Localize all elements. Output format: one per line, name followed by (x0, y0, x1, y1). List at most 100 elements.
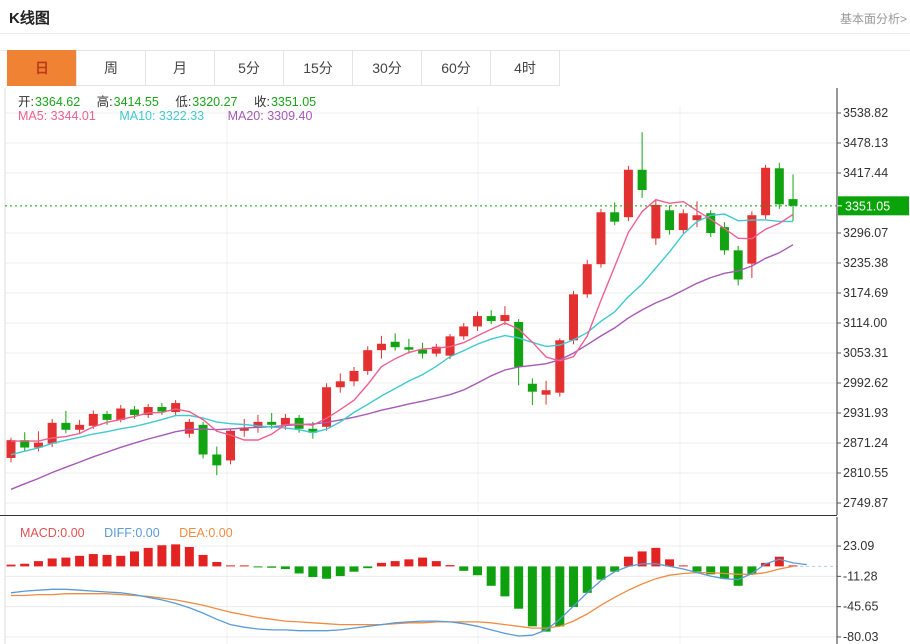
candle-body-up (376, 343, 386, 351)
price-tick-label: 3053.31 (843, 346, 888, 360)
candle-body-up (678, 213, 688, 231)
candle-body-up (184, 421, 194, 434)
price-tick-label: 3235.38 (843, 256, 888, 270)
candle-body-up (363, 350, 373, 371)
macd-tick-label: 23.09 (843, 539, 874, 553)
tab-interval-4[interactable]: 15分 (283, 50, 353, 86)
macd-bar-pos (404, 559, 414, 567)
macd-bar-pos (143, 547, 153, 567)
macd-bar-pos (226, 565, 236, 567)
tab-interval-5[interactable]: 30分 (352, 50, 422, 86)
candle-body-up (143, 407, 153, 415)
macd-bar-neg (500, 566, 510, 597)
macd-bar-pos (623, 556, 633, 567)
ma20-line (10, 244, 794, 490)
candle-body-down (637, 169, 647, 191)
macd-bar-neg (555, 566, 565, 627)
macd-bar-pos (788, 565, 798, 567)
candle-body-up (335, 381, 345, 388)
macd-bar-pos (239, 565, 249, 567)
current-price-tag-label: 3351.05 (845, 199, 890, 213)
macd-bar-neg (322, 566, 332, 579)
macd-bar-pos (418, 557, 428, 567)
candle-body-up (472, 316, 482, 327)
dea-line (11, 565, 794, 629)
macd-legend: MACD:0.00 DIFF:0.00 DEA:0.00 (20, 526, 233, 540)
macd-bar-pos (102, 554, 112, 567)
interval-tabbar: 日周月 5分 15分 30分 60分 4时 (7, 50, 560, 86)
current-price-tag (838, 196, 909, 216)
macd-bar-pos (637, 551, 647, 567)
candle-body-up (692, 215, 702, 221)
candle-body-down (610, 212, 620, 222)
close-quote: 收:3351.05 (253, 95, 317, 109)
candle-body-down (212, 454, 222, 466)
macd-value-label: MACD:0.00 (20, 526, 85, 540)
macd-bar-neg (596, 566, 606, 580)
price-tick-label: 3417.44 (843, 166, 888, 180)
macd-bar-neg (335, 566, 345, 577)
macd-bar-neg (582, 566, 592, 593)
price-tick-label: 3538.82 (843, 106, 888, 120)
macd-bar-pos (431, 561, 441, 567)
tab-interval-7[interactable]: 4时 (490, 50, 560, 86)
macd-bar-neg (569, 566, 579, 607)
ma-legend: MA5: 3344.01 MA10: 3322.33 MA20: 3309.40 (18, 109, 312, 123)
candle-body-up (761, 167, 771, 216)
macd-bar-neg (747, 566, 757, 575)
macd-bar-pos (116, 555, 126, 567)
candle-body-down (486, 316, 496, 322)
macd-bar-pos (88, 554, 98, 567)
candle-body-up (459, 326, 469, 337)
candle-body-up (623, 169, 633, 218)
candle-body-up (239, 427, 249, 431)
macd-tick-label: -45.65 (843, 600, 878, 614)
candle-body-down (102, 413, 112, 420)
price-tick-label: 2871.24 (843, 436, 888, 450)
candle-body-down (157, 407, 167, 412)
candle-body-up (541, 390, 551, 395)
tab-interval-2[interactable]: 月 (145, 50, 215, 86)
price-tick-label: 3174.69 (843, 286, 888, 300)
macd-bar-neg (294, 566, 304, 574)
tab-interval-1[interactable]: 周 (76, 50, 146, 86)
candle-body-up (582, 264, 592, 295)
macd-bar-neg (486, 566, 496, 586)
tab-interval-0[interactable]: 日 (7, 50, 77, 86)
macd-chart[interactable]: 23.09 -11.28 -45.65 -80.03 (0, 517, 910, 644)
macd-tick-label: -80.03 (843, 630, 878, 644)
candle-body-up (253, 421, 263, 428)
macd-bar-pos (157, 545, 167, 567)
candle-body-down (719, 227, 729, 251)
tab-interval-3[interactable]: 5分 (214, 50, 284, 86)
tab-interval-6[interactable]: 60分 (421, 50, 491, 86)
price-tick-label: 3296.07 (843, 226, 888, 240)
macd-bar-pos (445, 565, 455, 567)
macd-bar-neg (514, 566, 524, 609)
candle-body-up (6, 440, 16, 458)
candle-body-down (774, 168, 784, 205)
dea-value-label: DEA:0.00 (179, 526, 233, 540)
fundamental-analysis-link[interactable]: 基本面分析> (839, 12, 907, 26)
macd-bar-neg (692, 566, 702, 572)
price-tick-label: 2931.93 (843, 406, 888, 420)
ohlc-quote-bar: 开:3364.62 高:3414.55 低:3320.27 收:3351.05 (18, 91, 329, 110)
macd-bar-pos (198, 554, 208, 567)
candle-body-up (555, 340, 565, 393)
price-tick-label: 2810.55 (843, 466, 888, 480)
macd-bar-pos (390, 561, 400, 567)
macd-bar-pos (376, 562, 386, 567)
candle-body-up (349, 370, 359, 382)
macd-bar-neg (267, 566, 277, 568)
candle-body-down (706, 213, 716, 234)
price-tick-label: 3114.00 (843, 316, 887, 330)
macd-bar-neg (253, 566, 263, 568)
candle-body-up (116, 408, 126, 420)
candle-body-down (418, 349, 428, 354)
diff-line (10, 558, 807, 637)
macd-bar-neg (610, 566, 620, 572)
macd-bar-pos (184, 547, 194, 567)
candle-body-down (665, 210, 675, 231)
panel-separator (0, 515, 837, 516)
candlestick-chart[interactable]: 3538.82 3478.13 3417.44 3296.07 3235.38 3174.… (0, 88, 910, 515)
